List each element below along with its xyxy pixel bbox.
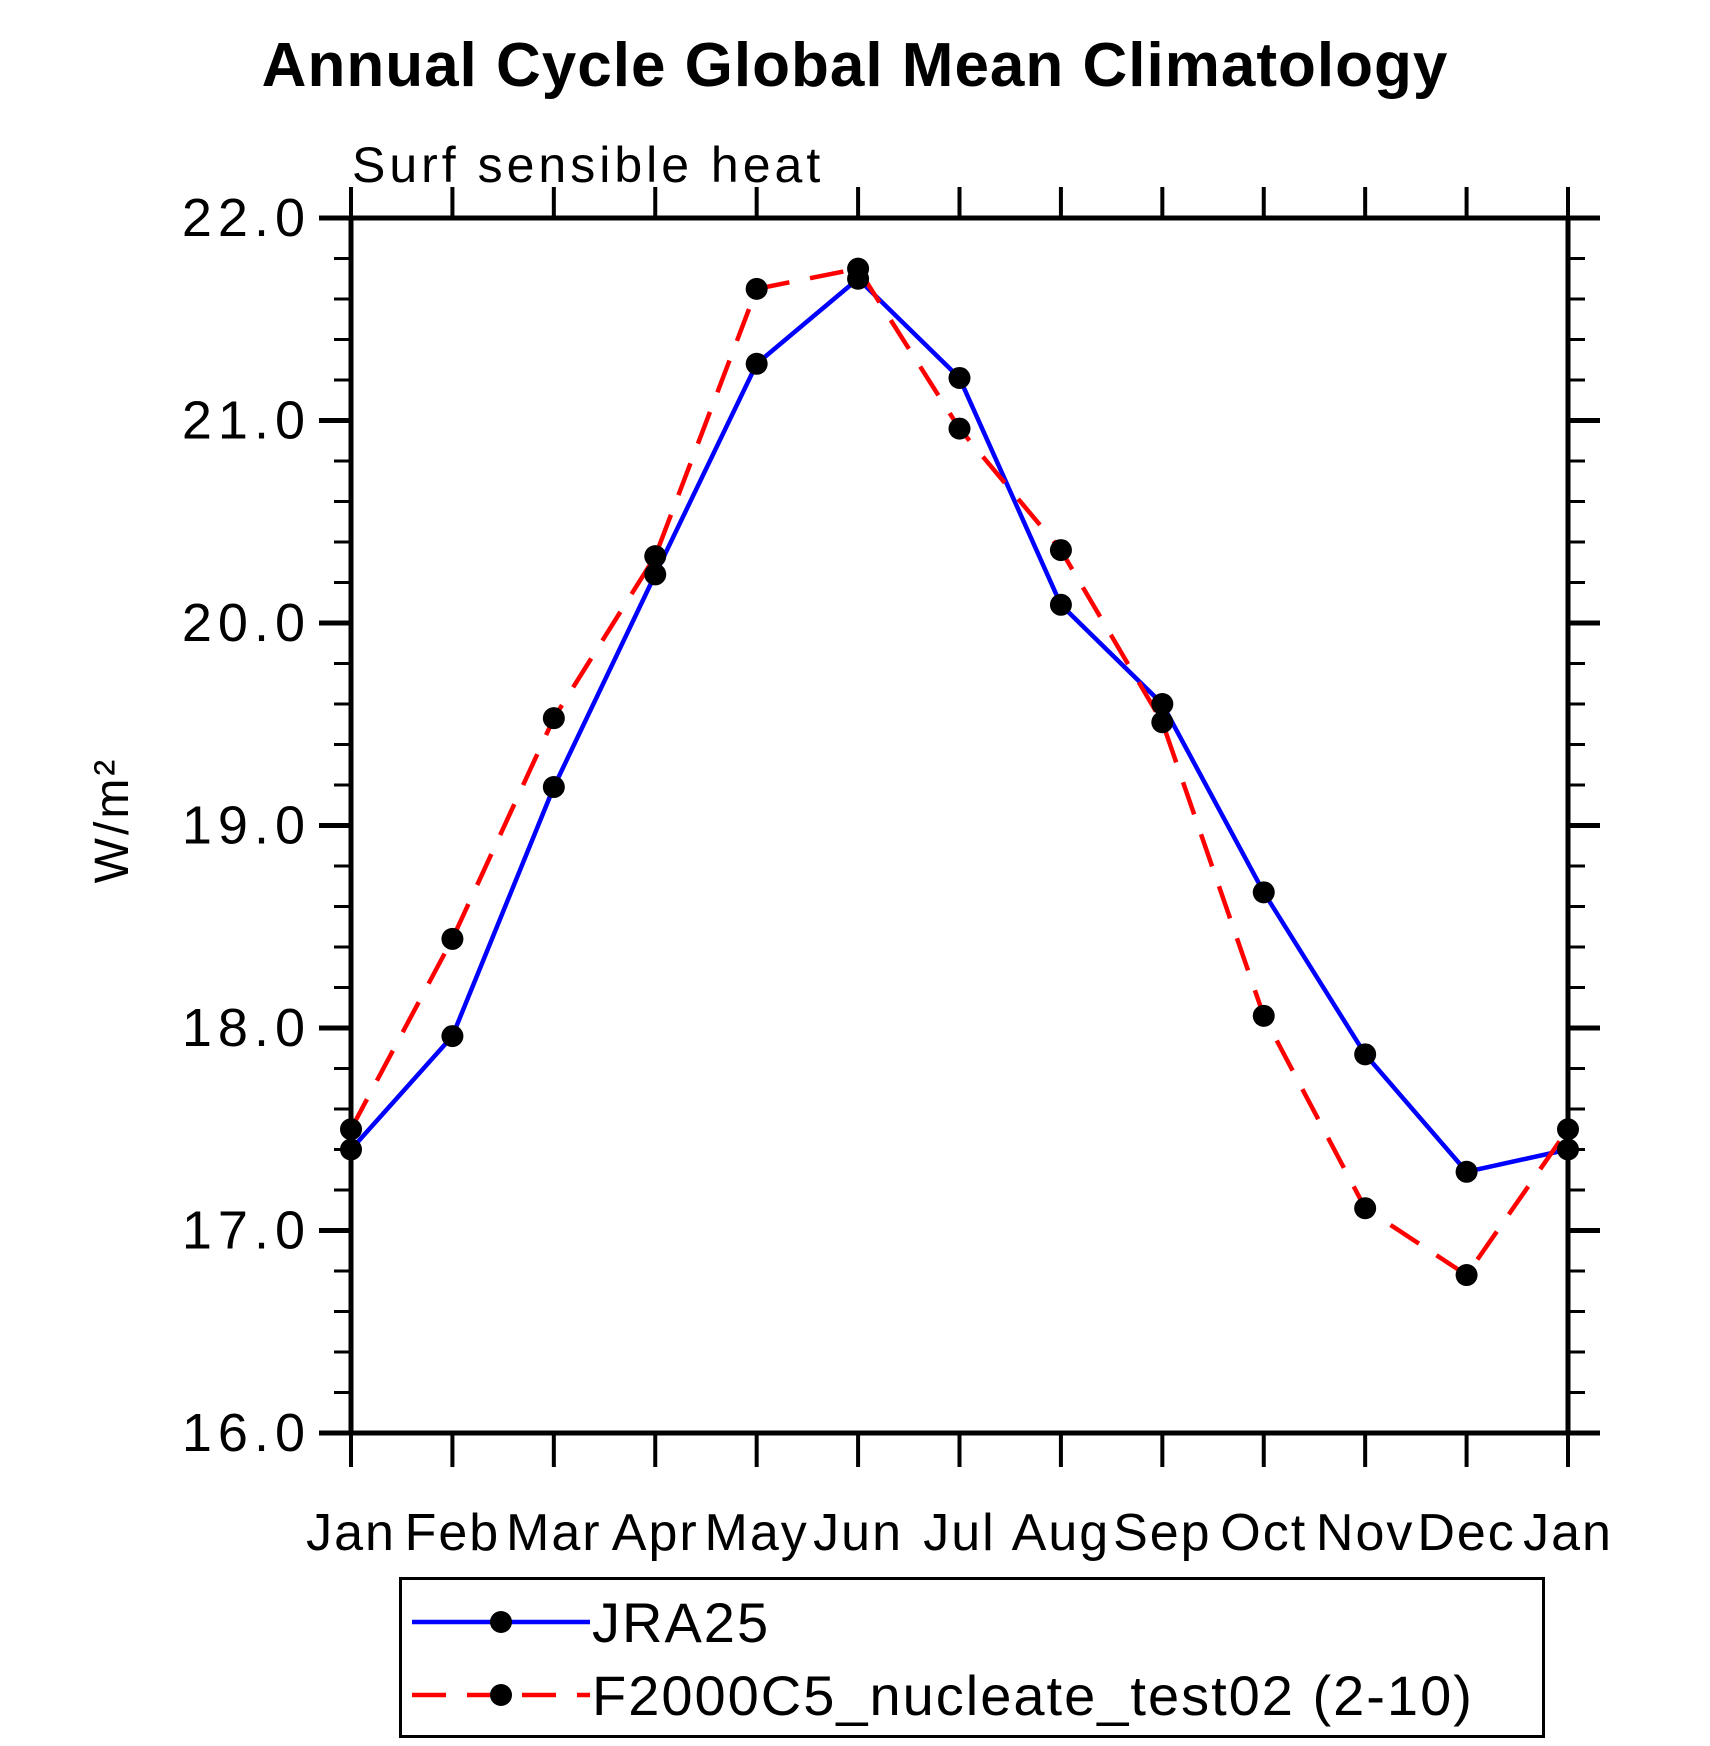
y-tick-label: 17.0	[182, 1201, 311, 1261]
legend-line-sample-series0	[412, 1611, 590, 1633]
series-0-marker	[644, 563, 667, 586]
series-1-marker	[948, 417, 971, 440]
x-tick-label: Jun	[813, 1504, 903, 1562]
series-0-marker	[745, 352, 768, 375]
x-tick-label: Aug	[1012, 1504, 1111, 1562]
legend-row: JRA25	[410, 1591, 770, 1654]
legend-row: F2000C5_nucleate_test02 (2-10)	[410, 1664, 1474, 1727]
series-1-marker	[1354, 1197, 1377, 1220]
x-tick-label: Jan	[306, 1504, 396, 1562]
x-tick-label: Dec	[1417, 1504, 1515, 1562]
y-tick-label: 16.0	[182, 1403, 311, 1463]
series-0-marker	[1455, 1160, 1478, 1183]
x-tick-label: Mar	[506, 1504, 602, 1562]
legend-line-sample-series1	[412, 1684, 590, 1706]
x-tick-label: Feb	[405, 1504, 501, 1562]
series-1-marker	[1557, 1118, 1579, 1141]
series-1-marker	[1455, 1264, 1478, 1287]
series-0-marker	[1557, 1138, 1579, 1161]
series-1-marker	[644, 545, 667, 568]
x-tick-label: Sep	[1113, 1504, 1212, 1562]
legend-marker	[490, 1684, 512, 1706]
legend-label: JRA25	[592, 1590, 771, 1654]
chart-subtitle: Surf sensible heat	[352, 137, 825, 193]
series-1-marker	[847, 257, 870, 280]
plot-frame	[348, 215, 1571, 1436]
x-tick-label: Apr	[612, 1504, 699, 1562]
series-1-marker	[542, 707, 565, 730]
x-tick-label: Nov	[1316, 1504, 1414, 1562]
y-tick-label: 20.0	[182, 593, 311, 653]
series-0-marker	[1151, 693, 1174, 715]
x-tick-label: Oct	[1220, 1504, 1307, 1562]
series-0-marker	[340, 1138, 362, 1161]
series-line-0	[349, 276, 1569, 1175]
legend-box: JRA25 F2000C5_nucleate_test02 (2-10)	[399, 1577, 1545, 1738]
series-1-marker	[1252, 1004, 1275, 1027]
x-tick-label: May	[705, 1504, 809, 1562]
series-1-marker	[1049, 539, 1072, 562]
series-1-marker	[441, 927, 464, 950]
series-0-marker	[1049, 593, 1072, 616]
series-0-marker	[948, 366, 971, 389]
y-tick-label: 22.0	[182, 188, 311, 248]
series-0-marker	[441, 1025, 464, 1048]
series-0-marker	[1354, 1043, 1377, 1066]
legend-marker	[490, 1611, 512, 1633]
chart-title: Annual Cycle Global Mean Climatology	[261, 31, 1449, 100]
legend-label: F2000C5_nucleate_test02 (2-10)	[592, 1663, 1474, 1727]
series-0-marker	[542, 776, 565, 799]
series-1-marker	[340, 1118, 362, 1141]
x-tick-label: Jan	[1523, 1504, 1613, 1562]
y-tick-label: 21.0	[182, 391, 311, 451]
series-0-marker	[1252, 881, 1275, 904]
y-tick-label: 19.0	[182, 796, 311, 856]
series-1-marker	[745, 277, 768, 300]
series-1-marker	[1151, 711, 1174, 734]
x-tick-label: Jul	[923, 1504, 995, 1562]
y-tick-label: 18.0	[182, 998, 311, 1058]
